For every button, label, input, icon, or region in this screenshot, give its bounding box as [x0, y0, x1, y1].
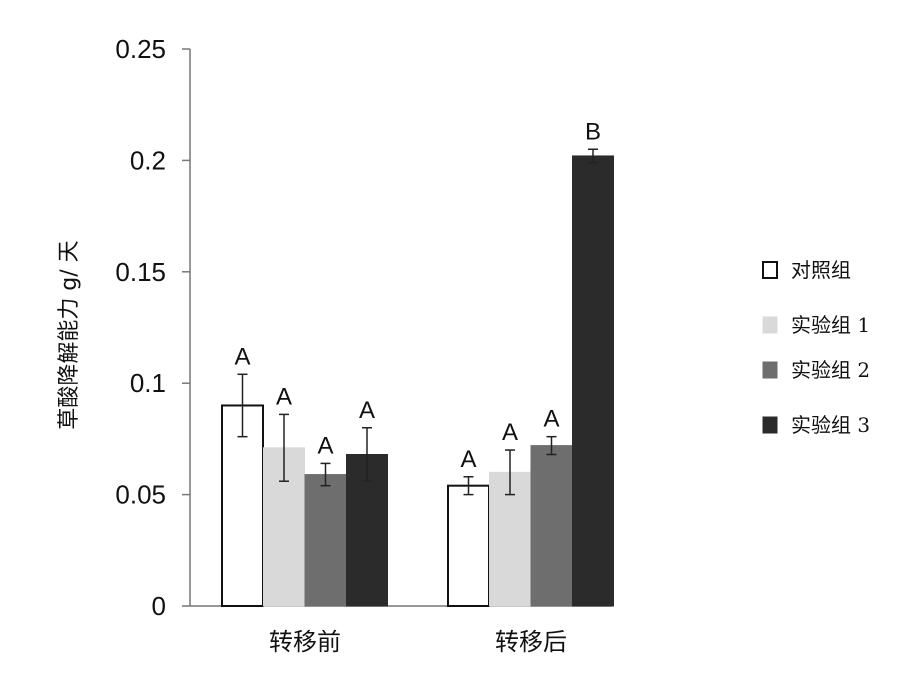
legend-label-1: 实验组 1	[791, 313, 870, 337]
bar-0-0	[221, 404, 264, 608]
legend-label-0: 对照组	[791, 258, 851, 282]
y-axis-label: 草酸降解能力 g/ 天	[57, 240, 82, 429]
bar-1-3	[572, 155, 614, 607]
bar-0-2	[304, 474, 347, 607]
legend-swatch-1	[762, 316, 778, 334]
y-tick-label-2: 0.1	[130, 368, 166, 398]
y-tick-label-3: 0.15	[115, 257, 166, 287]
significance-label-0-3: A	[359, 397, 375, 424]
legend-label-3: 实验组 3	[791, 413, 870, 437]
significance-label-0-0: A	[234, 343, 250, 370]
y-tick-label-1: 0.05	[115, 480, 166, 510]
y-axis-label-group: 草酸降解能力 g/ 天	[57, 240, 82, 429]
axes: 0 0.05 0.1 0.15 0.2 0.25 转移前 转移后	[115, 34, 612, 656]
bar-1-0	[447, 484, 490, 607]
bar-1-2	[530, 445, 573, 607]
significance-label-1-2: A	[543, 406, 559, 433]
y-tick-label-0: 0	[152, 591, 166, 621]
significance-label-0-2: A	[317, 432, 333, 459]
bars	[221, 148, 614, 608]
legend-swatch-3	[762, 416, 778, 434]
y-tick-label-4: 0.2	[130, 145, 166, 175]
legend-swatch-2	[762, 361, 778, 379]
legend-swatch-0	[762, 261, 778, 279]
significance-label-1-1: A	[502, 419, 518, 446]
y-tick-label-5: 0.25	[115, 34, 166, 64]
x-category-label-0: 转移前	[269, 628, 341, 656]
significance-label-1-3: B	[585, 118, 601, 145]
significance-label-0-1: A	[276, 383, 292, 410]
legend-label-2: 实验组 2	[791, 358, 870, 382]
significance-label-1-0: A	[460, 446, 476, 473]
x-category-label-1: 转移后	[495, 628, 567, 656]
